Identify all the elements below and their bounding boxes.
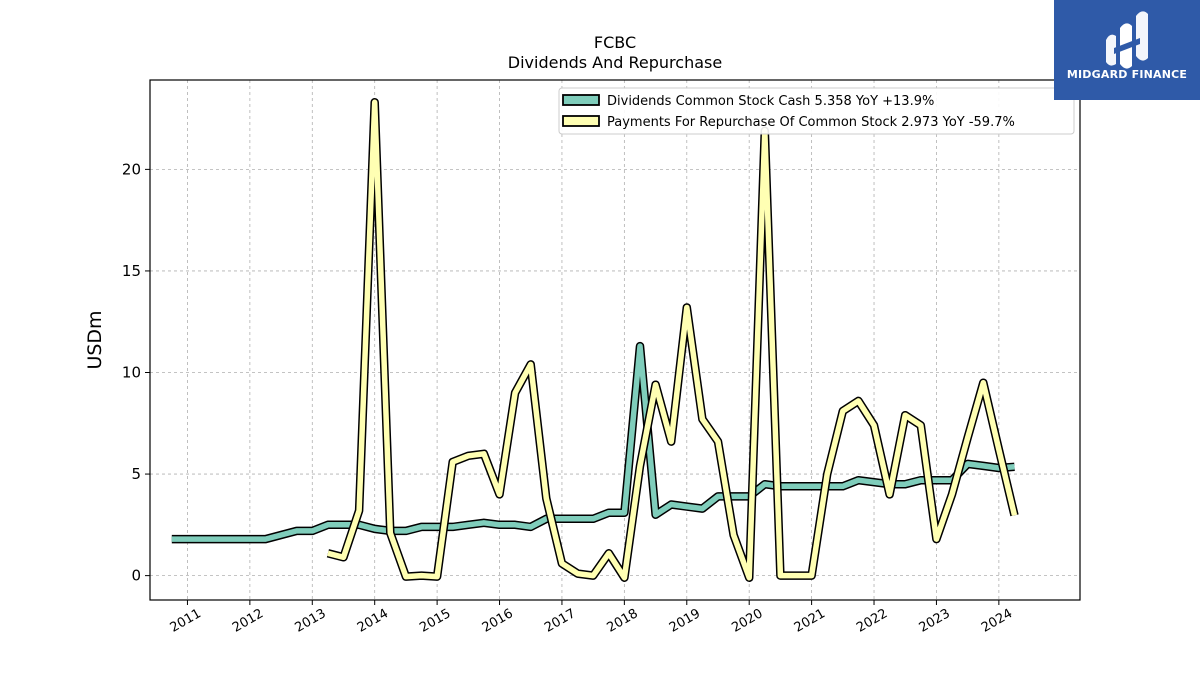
legend-swatch <box>562 115 600 127</box>
x-tick-label: 2015 <box>417 606 453 636</box>
x-tick-label: 2012 <box>230 606 266 636</box>
x-tick-label: 2019 <box>667 606 703 636</box>
legend-label: Dividends Common Stock Cash 5.358 YoY +1… <box>607 94 934 109</box>
y-tick-label: 0 <box>131 567 141 585</box>
x-tick-label: 2020 <box>729 606 765 636</box>
series-outline <box>171 341 1015 544</box>
x-tick-label: 2018 <box>605 606 641 636</box>
series-2 <box>326 98 1019 582</box>
y-tick-label: 15 <box>122 262 141 280</box>
logo-text: MIDGARD FINANCE <box>1066 68 1188 81</box>
x-tick-label: 2016 <box>480 606 516 636</box>
chart-subtitle: Dividends And Repurchase <box>508 53 722 72</box>
x-tick-label: 2024 <box>979 606 1015 636</box>
series-lines <box>171 98 1019 582</box>
series-line <box>327 99 1018 581</box>
logo-mark-icon <box>1106 11 1148 69</box>
y-tick-label: 10 <box>122 364 141 382</box>
x-tick-label: 2021 <box>792 606 828 636</box>
x-tick-label: 2022 <box>854 606 890 636</box>
legend-label: Payments For Repurchase Of Common Stock … <box>607 115 1015 130</box>
legend-swatch <box>562 94 600 106</box>
plot-frame <box>149 79 1081 601</box>
legend: Dividends Common Stock Cash 5.358 YoY +1… <box>558 87 1075 135</box>
x-tick-label: 2017 <box>542 606 578 636</box>
x-tick-label: 2023 <box>917 606 953 636</box>
x-tick-label: 2011 <box>168 606 204 636</box>
brand-logo: MIDGARD FINANCE <box>1054 0 1200 100</box>
series-1 <box>171 341 1015 544</box>
chart-title: FCBC <box>594 33 636 52</box>
x-tick-label: 2014 <box>355 606 391 636</box>
y-tick-label: 5 <box>131 465 141 483</box>
series-line <box>171 343 1015 542</box>
y-tick-label: 20 <box>122 160 141 178</box>
legend-box <box>558 87 1075 135</box>
y-axis-label: USDm <box>84 310 106 369</box>
x-tick-label: 2013 <box>292 606 328 636</box>
